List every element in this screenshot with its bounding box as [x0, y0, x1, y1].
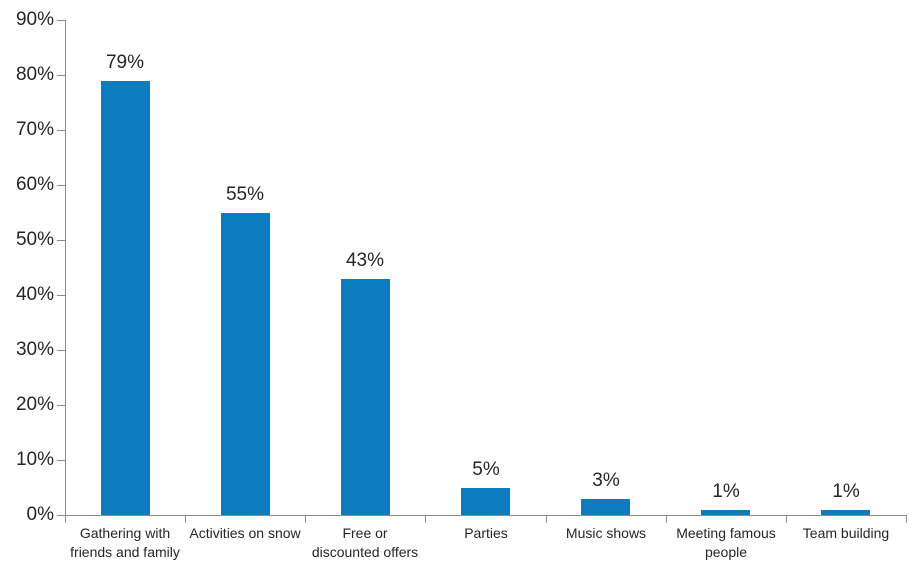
bar-value-label: 5%	[472, 459, 500, 480]
bar	[581, 499, 630, 515]
y-axis-tick-mark	[57, 240, 65, 241]
bar-value-label: 1%	[712, 481, 740, 502]
x-axis-tick-mark	[425, 515, 426, 523]
y-axis-tick-mark	[57, 405, 65, 406]
x-axis-tick-mark	[786, 515, 787, 523]
x-axis-line	[65, 515, 907, 516]
y-axis-tick-mark	[57, 20, 65, 21]
x-axis-category-label: Music shows	[544, 524, 668, 543]
y-axis-tick-label: 60%	[15, 174, 54, 195]
category-label-line: Activities on snow	[189, 525, 301, 541]
y-axis-tick-mark	[57, 295, 65, 296]
x-axis-tick-mark	[305, 515, 306, 523]
x-axis-category-label: Gathering with friends and family	[63, 524, 187, 562]
bar-value-label: 79%	[105, 52, 145, 73]
x-axis-tick-mark	[65, 515, 66, 523]
bar-value-label: 55%	[225, 184, 265, 205]
y-axis-tick-label: 10%	[15, 449, 54, 470]
bar-value-label: 43%	[345, 250, 385, 271]
x-axis-tick-mark	[185, 515, 186, 523]
x-axis-tick-mark	[906, 515, 907, 523]
y-axis-tick-label: 50%	[15, 229, 54, 250]
category-label-line: Gathering with	[79, 525, 171, 541]
bar	[461, 488, 510, 515]
x-axis-category-label: Team building	[784, 524, 908, 543]
category-label-line: Meeting famous	[676, 525, 776, 541]
y-axis-tick-label: 20%	[15, 394, 54, 415]
y-axis-tick-label: 0%	[26, 504, 54, 525]
y-axis-tick-mark	[57, 460, 65, 461]
bar-value-label: 1%	[832, 481, 860, 502]
x-axis-tick-mark	[546, 515, 547, 523]
y-axis-tick-mark	[57, 185, 65, 186]
category-label-line: Parties	[464, 525, 508, 541]
x-axis-category-label: Free or discounted offers	[303, 524, 427, 562]
y-axis-tick-label: 90%	[15, 9, 54, 30]
y-axis-tick-mark	[57, 130, 65, 131]
category-label-line: friends and family	[70, 544, 180, 560]
y-axis-tick-label: 30%	[15, 339, 54, 360]
y-axis-tick-label: 80%	[15, 64, 54, 85]
bar	[101, 81, 150, 515]
category-label-line: Free or	[342, 525, 388, 541]
y-axis-tick-label: 40%	[15, 284, 54, 305]
y-axis-tick-label: 70%	[15, 119, 54, 140]
x-axis-tick-mark	[666, 515, 667, 523]
category-label-line: Music shows	[565, 525, 647, 541]
x-axis-category-label: Activities on snow	[183, 524, 307, 543]
category-label-line: people	[704, 544, 748, 560]
bar	[221, 213, 270, 515]
bar	[341, 279, 390, 515]
y-axis-tick-mark	[57, 350, 65, 351]
bar-value-label: 3%	[592, 470, 620, 491]
category-label-line: discounted offers	[311, 544, 419, 560]
y-axis-tick-mark	[57, 515, 65, 516]
bar	[821, 510, 870, 515]
y-axis-line	[65, 20, 66, 523]
x-axis-category-label: Parties	[424, 524, 548, 543]
x-axis-category-label: Meeting famous people	[664, 524, 788, 562]
y-axis-tick-mark	[57, 75, 65, 76]
bar	[701, 510, 750, 515]
category-label-line: Team building	[802, 525, 890, 541]
